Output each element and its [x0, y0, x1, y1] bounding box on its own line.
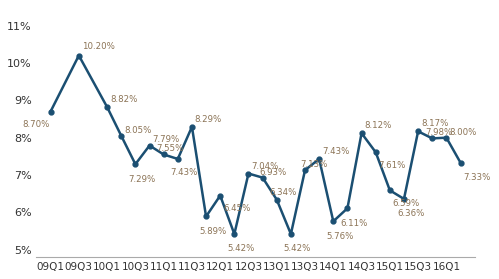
Text: 7.55%: 7.55%: [157, 144, 184, 153]
Text: 6.36%: 6.36%: [397, 209, 424, 218]
Text: 6.34%: 6.34%: [269, 188, 297, 197]
Text: 7.04%: 7.04%: [251, 162, 278, 170]
Text: 6.45%: 6.45%: [223, 204, 250, 213]
Text: 8.12%: 8.12%: [364, 121, 392, 130]
Text: 5.42%: 5.42%: [227, 244, 254, 254]
Text: 7.13%: 7.13%: [301, 160, 328, 169]
Text: 6.93%: 6.93%: [260, 167, 287, 177]
Text: 8.00%: 8.00%: [449, 128, 477, 136]
Text: 7.33%: 7.33%: [464, 173, 491, 182]
Text: 8.05%: 8.05%: [124, 126, 152, 135]
Text: 5.89%: 5.89%: [199, 227, 226, 236]
Text: 7.61%: 7.61%: [379, 161, 406, 170]
Text: 7.98%: 7.98%: [425, 128, 453, 137]
Text: 8.82%: 8.82%: [110, 95, 137, 104]
Text: 8.17%: 8.17%: [421, 119, 448, 128]
Text: 8.70%: 8.70%: [22, 120, 50, 129]
Text: 7.79%: 7.79%: [152, 135, 180, 145]
Text: 10.20%: 10.20%: [82, 42, 115, 51]
Text: 5.76%: 5.76%: [326, 232, 354, 241]
Text: 7.43%: 7.43%: [171, 167, 198, 177]
Text: 8.29%: 8.29%: [195, 115, 222, 124]
Text: 6.59%: 6.59%: [393, 199, 420, 208]
Text: 7.43%: 7.43%: [322, 147, 349, 156]
Text: 6.11%: 6.11%: [340, 219, 368, 228]
Text: 5.42%: 5.42%: [284, 244, 311, 254]
Text: 7.29%: 7.29%: [128, 175, 156, 184]
